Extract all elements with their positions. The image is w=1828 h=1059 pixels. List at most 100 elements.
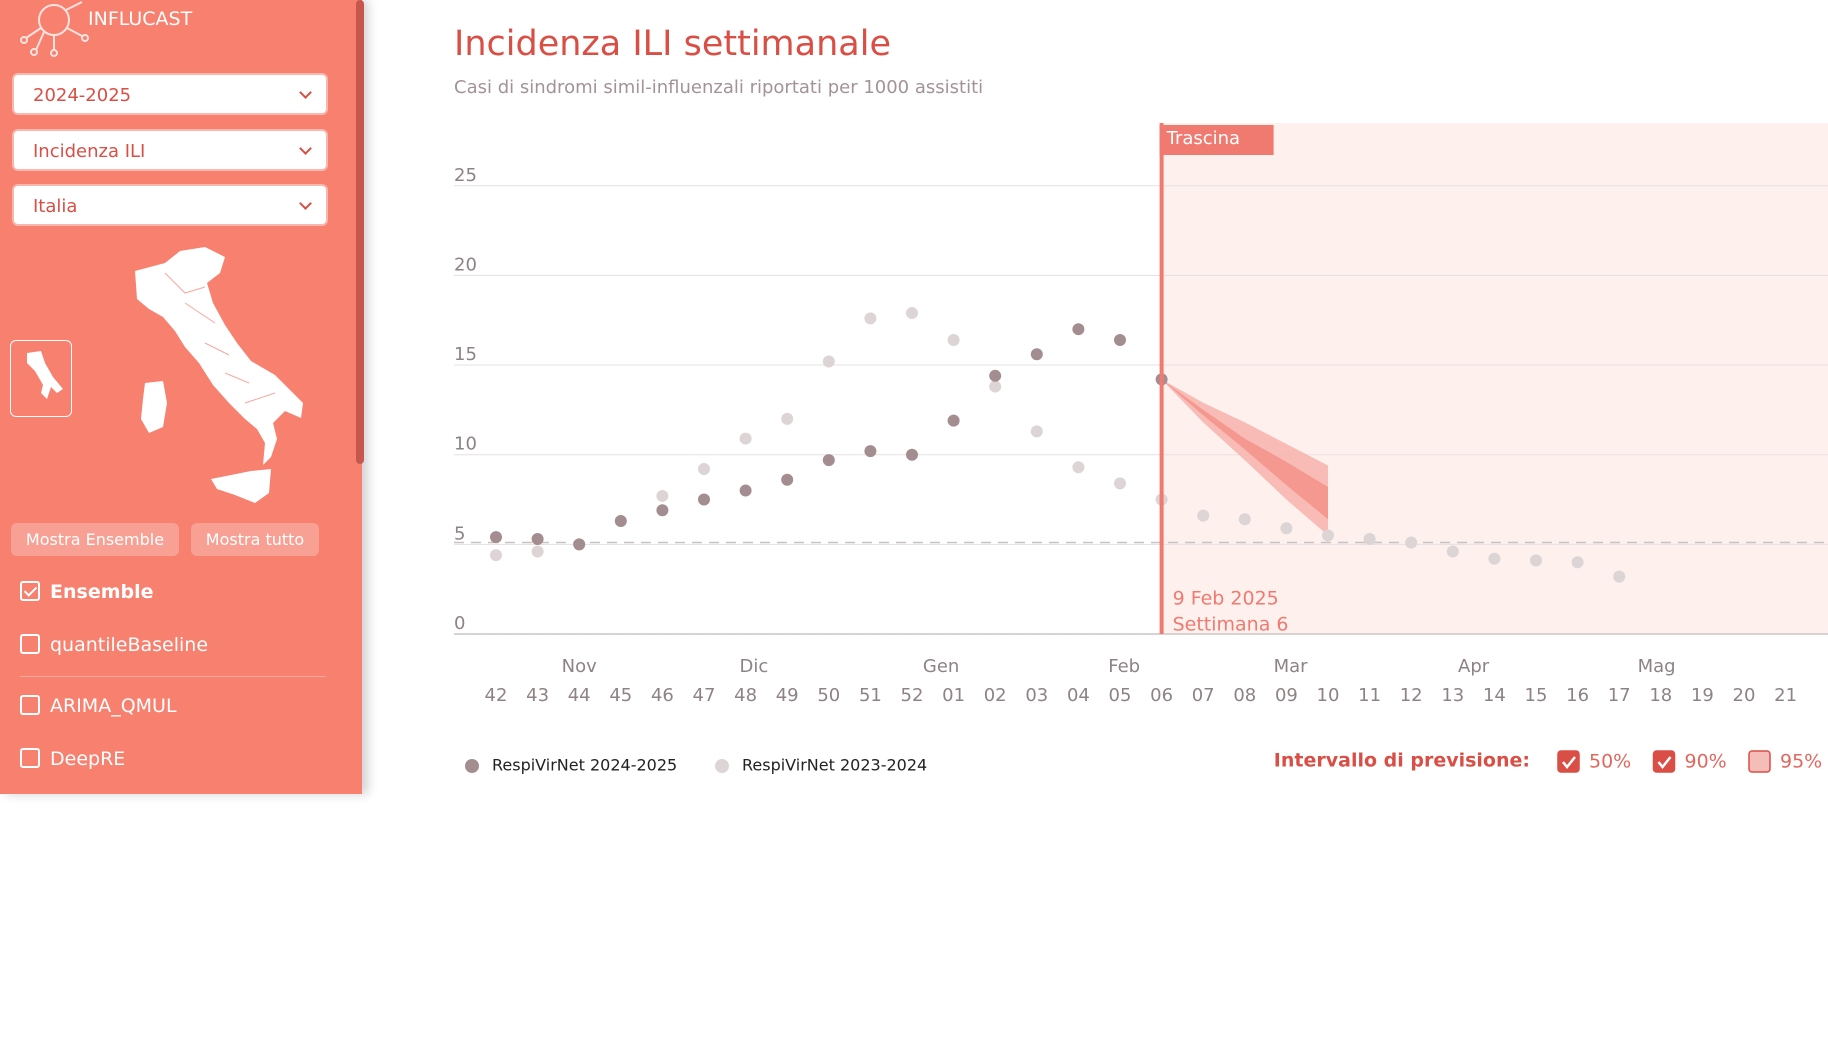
data-point [1322,529,1334,542]
y-tick-label: 5 [454,523,465,544]
checkmark [1657,756,1672,770]
model-option[interactable]: DeepRE [20,747,125,771]
data-point [1072,323,1085,336]
data-point [822,454,835,467]
x-tick-label: 05 [1109,685,1132,706]
select[interactable]: Italia [12,184,328,226]
data-point [1114,333,1126,346]
drag-handle[interactable] [1159,125,1274,155]
interval-checkbox[interactable] [1652,750,1676,773]
data-point [864,312,877,325]
button[interactable]: Mostra Ensemble [11,523,179,556]
x-tick-label: 47 [693,685,716,706]
interval-checkbox[interactable] [1748,750,1771,773]
checkbox[interactable] [20,633,40,654]
x-tick-label: 04 [1067,685,1090,706]
data-point [656,489,669,502]
x-tick-label: 02 [984,685,1007,706]
data-point [739,432,752,445]
checkbox[interactable] [20,580,40,601]
forecast-region [1161,123,1828,634]
model-label: quantileBaseline [50,634,209,656]
separator [20,676,326,677]
month-label: Feb [1108,656,1140,677]
x-tick-label: 07 [1192,685,1215,706]
interval-label: 50% [1589,751,1631,773]
checkbox[interactable] [20,747,40,768]
data-point [739,484,752,497]
sidebar: INFLUCAST 2024-2025 Incidenza ILI Italia… [0,0,364,794]
model-option[interactable]: ARIMA_QMUL [20,694,177,718]
interval-title: Intervallo di previsione: [1274,750,1530,772]
x-tick-label: 21 [1774,685,1797,706]
chart-subtitle: Casi di sindromi simil-influenzali ripor… [454,77,983,98]
model-label: DeepRE [50,748,126,770]
x-tick-label: 46 [651,685,674,706]
x-tick-label: 17 [1608,685,1631,706]
x-tick-label: 49 [776,685,799,706]
data-point [573,538,586,551]
x-tick-label: 43 [526,685,549,706]
data-point [490,531,502,544]
y-tick-label: 10 [454,434,477,455]
drag-label: Trascina [1166,128,1241,149]
interval-label: 95% [1780,751,1822,773]
checkbox[interactable] [20,694,40,715]
data-point [1114,477,1126,490]
button[interactable]: Mostra tutto [191,523,319,556]
italy-map [135,247,303,503]
interval-checkbox[interactable] [1557,750,1580,773]
x-tick-label: 09 [1275,685,1298,706]
data-point [698,493,710,506]
selected-week: Settimana 6 [1173,614,1289,636]
x-tick-label: 13 [1441,685,1464,706]
data-point [781,412,794,425]
x-tick-label: 08 [1233,685,1256,706]
model-label: ARIMA_QMUL [50,695,177,717]
select[interactable]: 2024-2025 [12,73,328,115]
map-icon [27,351,63,399]
month-label: Nov [562,656,597,677]
x-tick-label: 16 [1566,685,1589,706]
map-button[interactable] [10,340,72,417]
y-tick-label: 0 [454,613,465,634]
x-tick-label: 45 [609,685,632,706]
x-tick-label: 14 [1483,685,1506,706]
y-tick-label: 25 [454,165,477,186]
data-point [1280,522,1293,535]
model-option[interactable]: Ensemble [20,580,154,604]
interval-label: 90% [1685,751,1727,773]
legend-marker [465,759,479,773]
data-point [781,473,794,486]
month-label: Mar [1274,656,1309,677]
data-point [947,333,960,346]
data-point [1072,461,1085,474]
data-point [822,355,835,368]
data-point [531,532,544,545]
chart-title: Incidenza ILI settimanale [454,24,891,64]
logo-icon [20,1,89,57]
x-tick-label: 03 [1025,685,1048,706]
month-label: Gen [923,656,959,677]
model-option[interactable]: quantileBaseline [20,633,208,657]
data-point [1238,513,1251,526]
legend-marker [715,759,729,773]
data-point [906,307,918,320]
x-tick-label: 18 [1649,685,1672,706]
data-point [614,515,627,528]
month-label: Mag [1638,656,1676,677]
data-point [989,369,1002,382]
data-point [1030,348,1043,361]
x-tick-label: 42 [485,685,508,706]
logo-text: INFLUCAST [88,8,193,30]
select[interactable]: Incidenza ILI [12,129,328,171]
data-point [1363,532,1376,545]
data-point [698,463,710,476]
scrollbar[interactable] [356,0,364,464]
data-point [1571,556,1584,569]
data-point [1613,570,1626,583]
y-tick-label: 15 [454,344,477,365]
data-point [989,380,1002,393]
x-tick-label: 51 [859,685,882,706]
data-point [906,448,918,461]
